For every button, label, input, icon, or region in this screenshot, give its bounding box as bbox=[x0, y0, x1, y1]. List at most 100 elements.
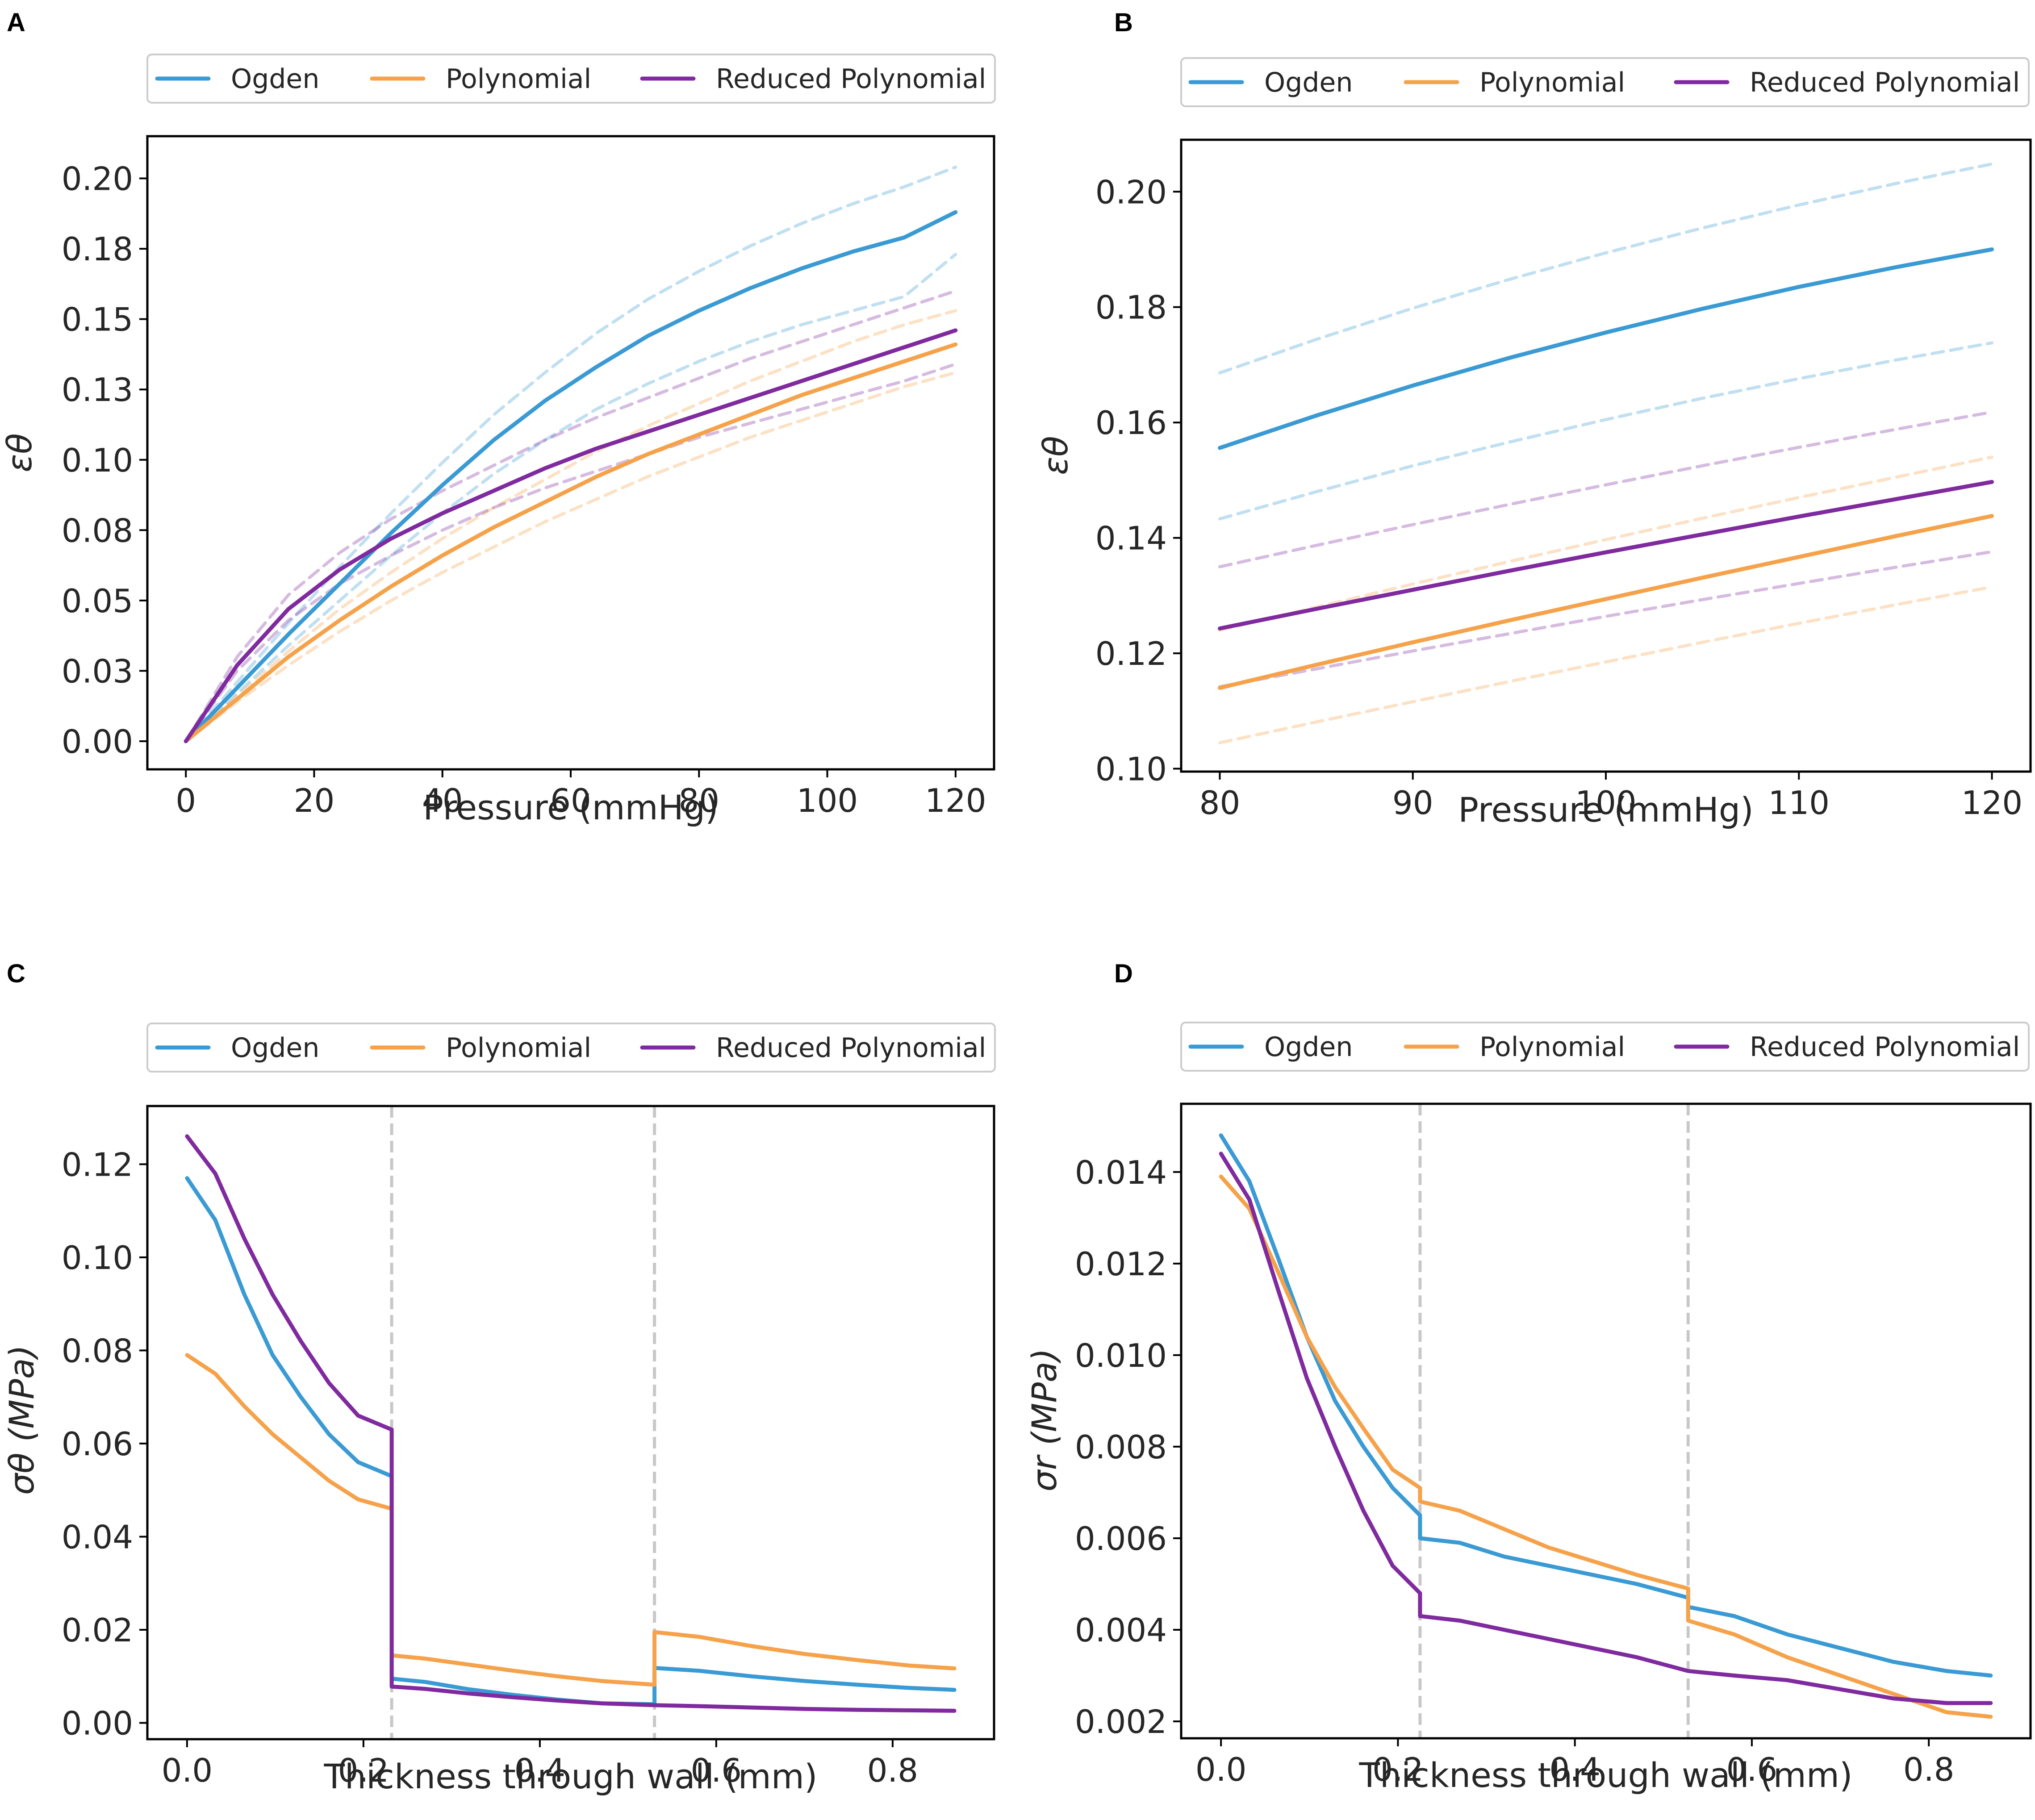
panel-a-ytick-label-0: 0.00 bbox=[62, 723, 133, 760]
panel-a-line-reduced-polynomial-upper bbox=[184, 289, 957, 743]
panel-d-ytick-label-0: 0.002 bbox=[1075, 1703, 1167, 1741]
panel-c-legend-label-polynomial: Polynomial bbox=[446, 1032, 591, 1064]
panel-b-line-polynomial-lower bbox=[1218, 585, 1993, 744]
panel-d-line-polynomial bbox=[1219, 1174, 1993, 1719]
panel-a-legend-label-reduced: Reduced Polynomial bbox=[716, 63, 986, 95]
panel-d-line-reduced-polynomial bbox=[1219, 1152, 1993, 1705]
panel-a-ytick-label-1: 0.03 bbox=[62, 652, 133, 690]
panel-c-ytick-label-3: 0.06 bbox=[62, 1425, 133, 1463]
panel-a-xtick-label-5: 100 bbox=[797, 782, 858, 819]
panel-c-ytick-label-6: 0.12 bbox=[62, 1146, 133, 1183]
panel-a-xtick-label-1: 20 bbox=[294, 782, 335, 819]
panel-a-legend: Ogden Polynomial Reduced Polynomial bbox=[146, 54, 996, 104]
panel-b-ylabel: εθ bbox=[1036, 436, 1075, 475]
panel-a-ylabel: εθ bbox=[0, 433, 39, 472]
panel-d-ytick-label-5: 0.012 bbox=[1075, 1245, 1167, 1283]
panel-b-legend-label-reduced: Reduced Polynomial bbox=[1750, 67, 2020, 98]
panel-b-ytick-label-2: 0.14 bbox=[1095, 520, 1167, 557]
panel-b-line-reduced-polynomial-lower bbox=[1218, 550, 1993, 689]
panel-c-ytick-label-1: 0.02 bbox=[62, 1611, 133, 1649]
panel-b-xtick-label-1: 90 bbox=[1392, 784, 1433, 822]
panel-c-ytick-label-4: 0.08 bbox=[62, 1332, 133, 1369]
panel-b-line-reduced-polynomial-upper bbox=[1218, 410, 1993, 568]
panel-c-series-group bbox=[185, 1134, 957, 1713]
panel-a-letter: A bbox=[7, 8, 25, 37]
panel-c-xtick-label-0: 0.0 bbox=[162, 1752, 213, 1789]
panel-b-legend-label-ogden: Ogden bbox=[1264, 67, 1353, 98]
panel-a-line-reduced-polynomial-lower bbox=[184, 363, 957, 743]
panel-b-xtick-label-0: 80 bbox=[1199, 784, 1241, 822]
panel-a-legend-box bbox=[146, 54, 996, 104]
panel-c-ytick-label-5: 0.10 bbox=[62, 1239, 133, 1277]
panel-b-ytick-label-1: 0.12 bbox=[1095, 635, 1167, 672]
panel-b-ytick-label-0: 0.10 bbox=[1095, 751, 1167, 788]
panel-b-xtick-label-3: 110 bbox=[1768, 784, 1830, 822]
panel-b-line-reduced-polynomial bbox=[1218, 480, 1994, 630]
panel-b-xtick-label-2: 100 bbox=[1575, 784, 1636, 822]
panel-a-legend-label-polynomial: Polynomial bbox=[446, 63, 591, 95]
panel-a-ytick-label-3: 0.08 bbox=[62, 512, 133, 549]
panel-b-ytick-label-4: 0.18 bbox=[1095, 289, 1167, 326]
panel-d-axes-frame bbox=[1180, 1102, 2032, 1740]
panel-c: C 0.0 0.2 0.4 0.6 0.8 0.00 0.02 0.04 0.06 0.08 0.1… bbox=[2, 959, 996, 1796]
panel-d: D 0.0 0.2 0.4 0.6 0.8 0.002 0.004 0.006 0.008 0.0… bbox=[1024, 959, 2032, 1795]
panel-a-line-ogden bbox=[184, 210, 958, 743]
panel-a-xtick-label-3: 60 bbox=[550, 782, 591, 819]
panel-d-xtick-label-2: 0.4 bbox=[1549, 1751, 1600, 1788]
panel-c-xtick-label-1: 0.2 bbox=[338, 1752, 389, 1789]
panel-d-ytick-label-4: 0.010 bbox=[1075, 1337, 1167, 1374]
panel-c-line-ogden bbox=[185, 1176, 957, 1707]
panel-d-xlabel: Thickness through wall (mm) bbox=[1358, 1755, 1852, 1795]
panel-b-line-ogden-lower bbox=[1218, 341, 1993, 521]
panel-d-legend: Ogden Polynomial Reduced Polynomial bbox=[1180, 1022, 2030, 1072]
panel-a-axes-frame bbox=[146, 135, 995, 771]
panel-d-legend-label-polynomial: Polynomial bbox=[1479, 1031, 1625, 1063]
panel-d-ytick-label-3: 0.008 bbox=[1075, 1428, 1167, 1466]
panel-d-ytick-label-1: 0.004 bbox=[1075, 1611, 1167, 1649]
panel-c-legend: Ogden Polynomial Reduced Polynomial bbox=[146, 1023, 996, 1073]
panel-a-line-reduced-polynomial bbox=[184, 328, 958, 743]
panel-b-line-polynomial-upper bbox=[1218, 455, 1993, 632]
panel-d-ytick-label-2: 0.006 bbox=[1075, 1520, 1167, 1557]
panel-a-ytick-label-6: 0.15 bbox=[62, 301, 133, 338]
panel-c-xtick-label-2: 0.4 bbox=[514, 1752, 566, 1789]
panel-d-ylabel: σr (MPa) bbox=[1024, 1348, 1064, 1492]
panel-a-ytick-label-7: 0.18 bbox=[62, 230, 133, 268]
panel-a: A 0 20 40 60 80 100 120 0.00 0.03 0.05 0.08 0.10 0.1… bbox=[0, 8, 996, 827]
panel-a-line-polynomial-upper bbox=[184, 309, 957, 743]
panel-a-xtick-label-4: 80 bbox=[678, 782, 719, 819]
panel-a-ytick-label-4: 0.10 bbox=[62, 442, 133, 479]
panel-a-line-polynomial-lower bbox=[184, 371, 957, 743]
panel-a-ytick-label-5: 0.13 bbox=[62, 371, 133, 409]
panel-b-letter: B bbox=[1114, 8, 1133, 37]
panel-b-line-polynomial bbox=[1218, 514, 1994, 690]
panel-c-legend-label-ogden: Ogden bbox=[231, 1032, 319, 1064]
panel-b-legend-box bbox=[1180, 57, 2030, 107]
panel-d-legend-label-ogden: Ogden bbox=[1264, 1031, 1353, 1063]
panel-a-ytick-label-8: 0.20 bbox=[62, 160, 133, 198]
panel-c-ytick-label-0: 0.00 bbox=[62, 1705, 133, 1742]
panel-c-xtick-label-4: 0.8 bbox=[867, 1752, 919, 1789]
panel-d-xtick-label-0: 0.0 bbox=[1195, 1751, 1247, 1788]
panel-a-legend-label-ogden: Ogden bbox=[231, 63, 319, 95]
panel-b-axes-frame bbox=[1180, 138, 2032, 773]
panel-a-series-group bbox=[184, 165, 958, 743]
panel-b-legend: Ogden Polynomial Reduced Polynomial bbox=[1180, 57, 2030, 107]
panel-a-ytick-label-2: 0.05 bbox=[62, 582, 133, 620]
panel-b-ytick-label-5: 0.20 bbox=[1095, 173, 1167, 211]
panel-b-xlabel: Pressure (mmHg) bbox=[1458, 790, 1753, 830]
panel-d-xtick-label-1: 0.2 bbox=[1372, 1751, 1424, 1788]
panel-d-letter: D bbox=[1114, 959, 1133, 988]
panel-a-line-ogden-lower bbox=[184, 253, 957, 743]
panel-d-legend-label-reduced: Reduced Polynomial bbox=[1750, 1031, 2020, 1063]
panel-c-xtick-label-3: 0.6 bbox=[691, 1752, 742, 1789]
panel-a-line-ogden-upper bbox=[184, 165, 957, 743]
panel-b-xtick-label-4: 120 bbox=[1961, 784, 2022, 822]
panel-c-axes-frame bbox=[146, 1105, 995, 1741]
panel-d-legend-box bbox=[1180, 1022, 2030, 1072]
panel-b: B 80 90 100 110 120 0.10 0.12 0.14 0.16 0.18 0.20 P… bbox=[1036, 8, 2032, 830]
panel-d-xtick-label-3: 0.6 bbox=[1726, 1751, 1778, 1788]
panel-d-xtick-label-4: 0.8 bbox=[1903, 1751, 1955, 1788]
panel-a-xtick-label-0: 0 bbox=[176, 782, 196, 819]
